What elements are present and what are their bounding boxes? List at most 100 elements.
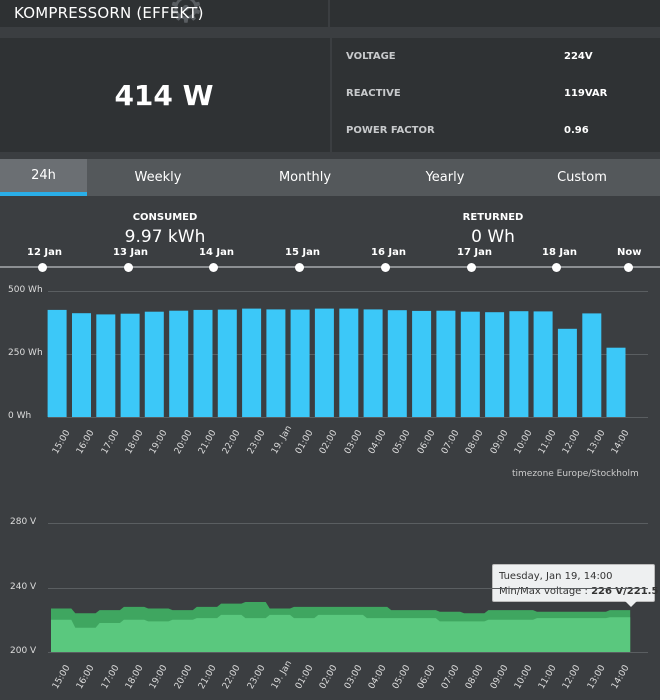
energy-x-tick: 07:00 xyxy=(440,428,462,456)
tab-custom[interactable]: Custom xyxy=(557,170,607,185)
voltage-x-tick: 16:00 xyxy=(75,663,97,691)
voltage-x-tick: 21:00 xyxy=(197,663,219,691)
timeline-label: 14 Jan xyxy=(199,247,234,258)
energy-bar xyxy=(169,310,189,417)
timeline-dot[interactable] xyxy=(209,263,218,272)
voltage-x-tick: 09:00 xyxy=(489,663,511,691)
voltage-gridline xyxy=(48,523,648,524)
timeline-dot[interactable] xyxy=(624,263,633,272)
timeline-track xyxy=(0,266,660,268)
voltage-x-tick: 20:00 xyxy=(173,663,195,691)
energy-x-tick: 19:00 xyxy=(148,428,170,456)
energy-bar xyxy=(144,311,164,417)
period-tabs: 24h Weekly Monthly Yearly Custom xyxy=(0,159,660,196)
energy-gridline xyxy=(48,354,648,355)
energy-bar xyxy=(266,309,286,417)
energy-bar xyxy=(242,308,262,417)
energy-x-tick: 04:00 xyxy=(367,428,389,456)
voltage-x-tick: 23:00 xyxy=(246,663,268,691)
energy-bar xyxy=(582,313,602,417)
energy-x-tick: 17:00 xyxy=(100,428,122,456)
energy-bar xyxy=(436,310,456,417)
power-factor-label: POWER FACTOR xyxy=(346,125,435,136)
device-title: KOMPRESSORN (EFFEKT) xyxy=(14,4,204,22)
voltage-x-tick: 02:00 xyxy=(318,663,340,691)
voltage-tooltip: Tuesday, Jan 19, 14:00 Min/Max voltage :… xyxy=(492,564,660,602)
energy-x-tick: 23:00 xyxy=(246,428,268,456)
voltage-x-tick: 19. Jan xyxy=(270,659,295,691)
timeline-dot[interactable] xyxy=(552,263,561,272)
returned-value: 0 Wh xyxy=(471,227,515,247)
energy-bar xyxy=(485,312,505,417)
energy-bar xyxy=(606,347,626,417)
timeline-dot[interactable] xyxy=(381,263,390,272)
energy-bar xyxy=(193,309,213,417)
energy-bar xyxy=(363,309,383,417)
energy-x-tick: 15:00 xyxy=(51,428,73,456)
reactive-label: REACTIVE xyxy=(346,88,401,99)
voltage-x-tick: 17:00 xyxy=(100,663,122,691)
voltage-x-tick: 07:00 xyxy=(440,663,462,691)
current-power: 414 W xyxy=(0,38,328,152)
timeline-dot[interactable] xyxy=(124,263,133,272)
voltage-y-tick: 240 V xyxy=(10,582,37,592)
energy-bar xyxy=(387,310,407,417)
voltage-x-tick: 08:00 xyxy=(464,663,486,691)
consumed-label: CONSUMED xyxy=(132,212,198,223)
energy-bar xyxy=(557,328,577,417)
tab-yearly[interactable]: Yearly xyxy=(425,170,465,185)
voltage-max-area xyxy=(51,602,631,652)
voltage-x-tick: 12:00 xyxy=(561,663,583,691)
energy-y-tick: 0 Wh xyxy=(8,411,32,421)
energy-gridline xyxy=(48,417,648,418)
energy-bar xyxy=(96,314,116,417)
energy-x-tick: 16:00 xyxy=(75,428,97,456)
voltage-x-tick: 04:00 xyxy=(367,663,389,691)
power-panel: 414 W VOLTAGE 224V REACTIVE 119VAR POWER… xyxy=(0,38,660,152)
timeline-label: 15 Jan xyxy=(285,247,320,258)
timeline-label: 13 Jan xyxy=(113,247,148,258)
ghost-icon: ⚙ xyxy=(168,0,204,32)
energy-x-tick: 09:00 xyxy=(489,428,511,456)
returned-label: RETURNED xyxy=(462,212,524,223)
energy-x-tick: 08:00 xyxy=(464,428,486,456)
energy-x-tick: 13:00 xyxy=(586,428,608,456)
timeline-dot[interactable] xyxy=(295,263,304,272)
timeline-label: 18 Jan xyxy=(542,247,577,258)
tab-weekly[interactable]: Weekly xyxy=(134,170,182,185)
consumed-value: 9.97 kWh xyxy=(124,227,206,247)
voltage-y-tick: 280 V xyxy=(10,517,37,527)
energy-bar xyxy=(412,310,432,417)
panel-divider xyxy=(330,38,332,152)
energy-y-tick: 500 Wh xyxy=(8,285,43,295)
voltage-x-tick: 18:00 xyxy=(124,663,146,691)
voltage-min-area xyxy=(51,614,631,652)
voltage-gridline xyxy=(48,588,648,589)
energy-bar xyxy=(217,309,237,417)
voltage-gridline xyxy=(48,652,648,653)
energy-x-tick: 03:00 xyxy=(343,428,365,456)
energy-x-tick: 10:00 xyxy=(513,428,535,456)
timeline-dot[interactable] xyxy=(467,263,476,272)
energy-bar xyxy=(314,308,334,417)
timeline-label: 16 Jan xyxy=(371,247,406,258)
power-factor-value: 0.96 xyxy=(564,125,589,136)
energy-gridline xyxy=(48,291,648,292)
tab-24h[interactable]: 24h xyxy=(0,159,87,196)
voltage-value: 224V xyxy=(564,51,593,62)
tooltip-arrow xyxy=(625,601,637,607)
tooltip-minmax-value: 226 V/221.5 V xyxy=(591,586,660,597)
title-bar: ⚙ KOMPRESSORN (EFFEKT) xyxy=(0,0,328,32)
tooltip-minmax: Min/Max voltage : 226 V/221.5 V xyxy=(499,584,660,599)
energy-bar xyxy=(460,311,480,417)
energy-x-tick: 01:00 xyxy=(294,428,316,456)
energy-x-tick: 05:00 xyxy=(391,428,413,456)
tab-monthly[interactable]: Monthly xyxy=(278,170,332,185)
energy-x-tick: 18:00 xyxy=(124,428,146,456)
energy-bar xyxy=(120,313,140,417)
energy-x-tick: 22:00 xyxy=(221,428,243,456)
timeline-dot[interactable] xyxy=(38,263,47,272)
voltage-x-tick: 19:00 xyxy=(148,663,170,691)
energy-x-tick: 21:00 xyxy=(197,428,219,456)
voltage-x-tick: 01:00 xyxy=(294,663,316,691)
